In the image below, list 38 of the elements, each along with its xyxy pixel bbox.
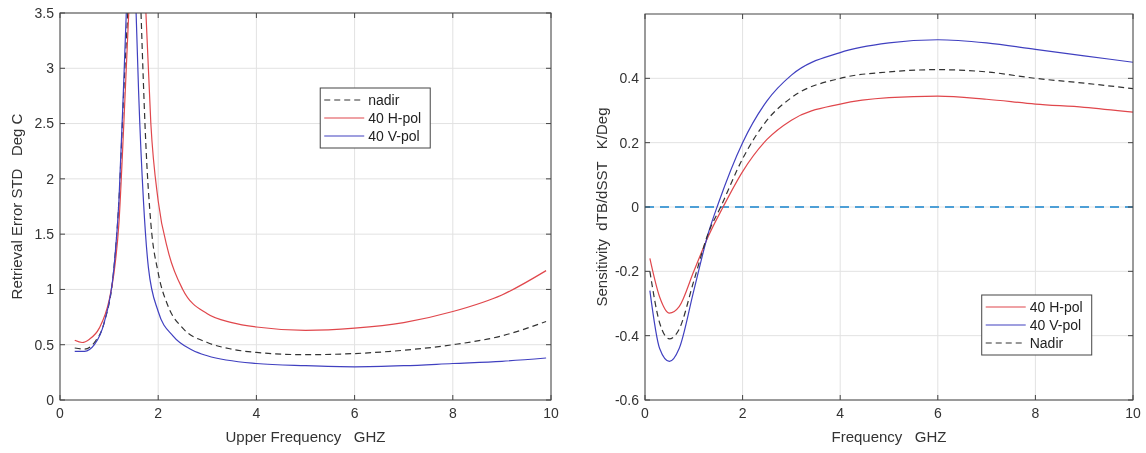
legend-label: 40 H-pol (368, 109, 422, 126)
y-tick-label: 0.4 (619, 70, 640, 87)
x-tick-label: 4 (836, 405, 845, 421)
y-tick-label: 2.5 (34, 115, 55, 132)
legend-label: nadir (368, 91, 400, 108)
legend-label: 40 H-pol (1029, 298, 1083, 315)
line-series (649, 95, 1133, 314)
x-tick-label: 2 (738, 405, 747, 421)
x-tick-label: 8 (1031, 405, 1040, 421)
x-tick-label: 10 (543, 405, 559, 421)
x-tick-label: 6 (933, 405, 942, 421)
y-tick-label: 0.5 (34, 336, 55, 353)
y-tick-label: 0 (46, 391, 55, 408)
x-tick-label: 8 (448, 405, 457, 421)
x-tick-label: 6 (350, 405, 359, 421)
legend-label: Nadir (1029, 334, 1064, 351)
legend-label: 40 V-pol (1029, 316, 1082, 333)
x-tick-label: 2 (154, 405, 163, 421)
y-tick-label: 1.5 (34, 226, 55, 243)
line-series (649, 39, 1133, 362)
y-tick-label: 3 (46, 60, 55, 77)
x-tick-label: 0 (56, 405, 65, 421)
x-tick-label: 0 (641, 405, 650, 421)
y-tick-label: 2 (46, 170, 55, 187)
x-tick-label: 4 (252, 405, 261, 421)
legend-label: 40 V-pol (368, 127, 420, 144)
x-axis-title: Upper Frequency GHZ (225, 428, 386, 445)
y-tick-label: -0.4 (614, 327, 640, 344)
y-tick-label: 0.2 (619, 134, 640, 151)
y-tick-label: 1 (46, 281, 55, 298)
y-axis-title: Retrieval Error STD Deg C (8, 113, 25, 300)
y-axis-title: Sensitivity dTB/dSST K/Deg (593, 107, 610, 307)
y-tick-label: -0.2 (614, 263, 640, 280)
y-tick-label: 3.5 (34, 4, 55, 21)
x-tick-label: 10 (1125, 405, 1141, 421)
y-tick-label: 0 (631, 198, 640, 215)
y-tick-label: -0.6 (614, 391, 640, 408)
x-axis-title: Frequency GHZ (831, 428, 947, 445)
